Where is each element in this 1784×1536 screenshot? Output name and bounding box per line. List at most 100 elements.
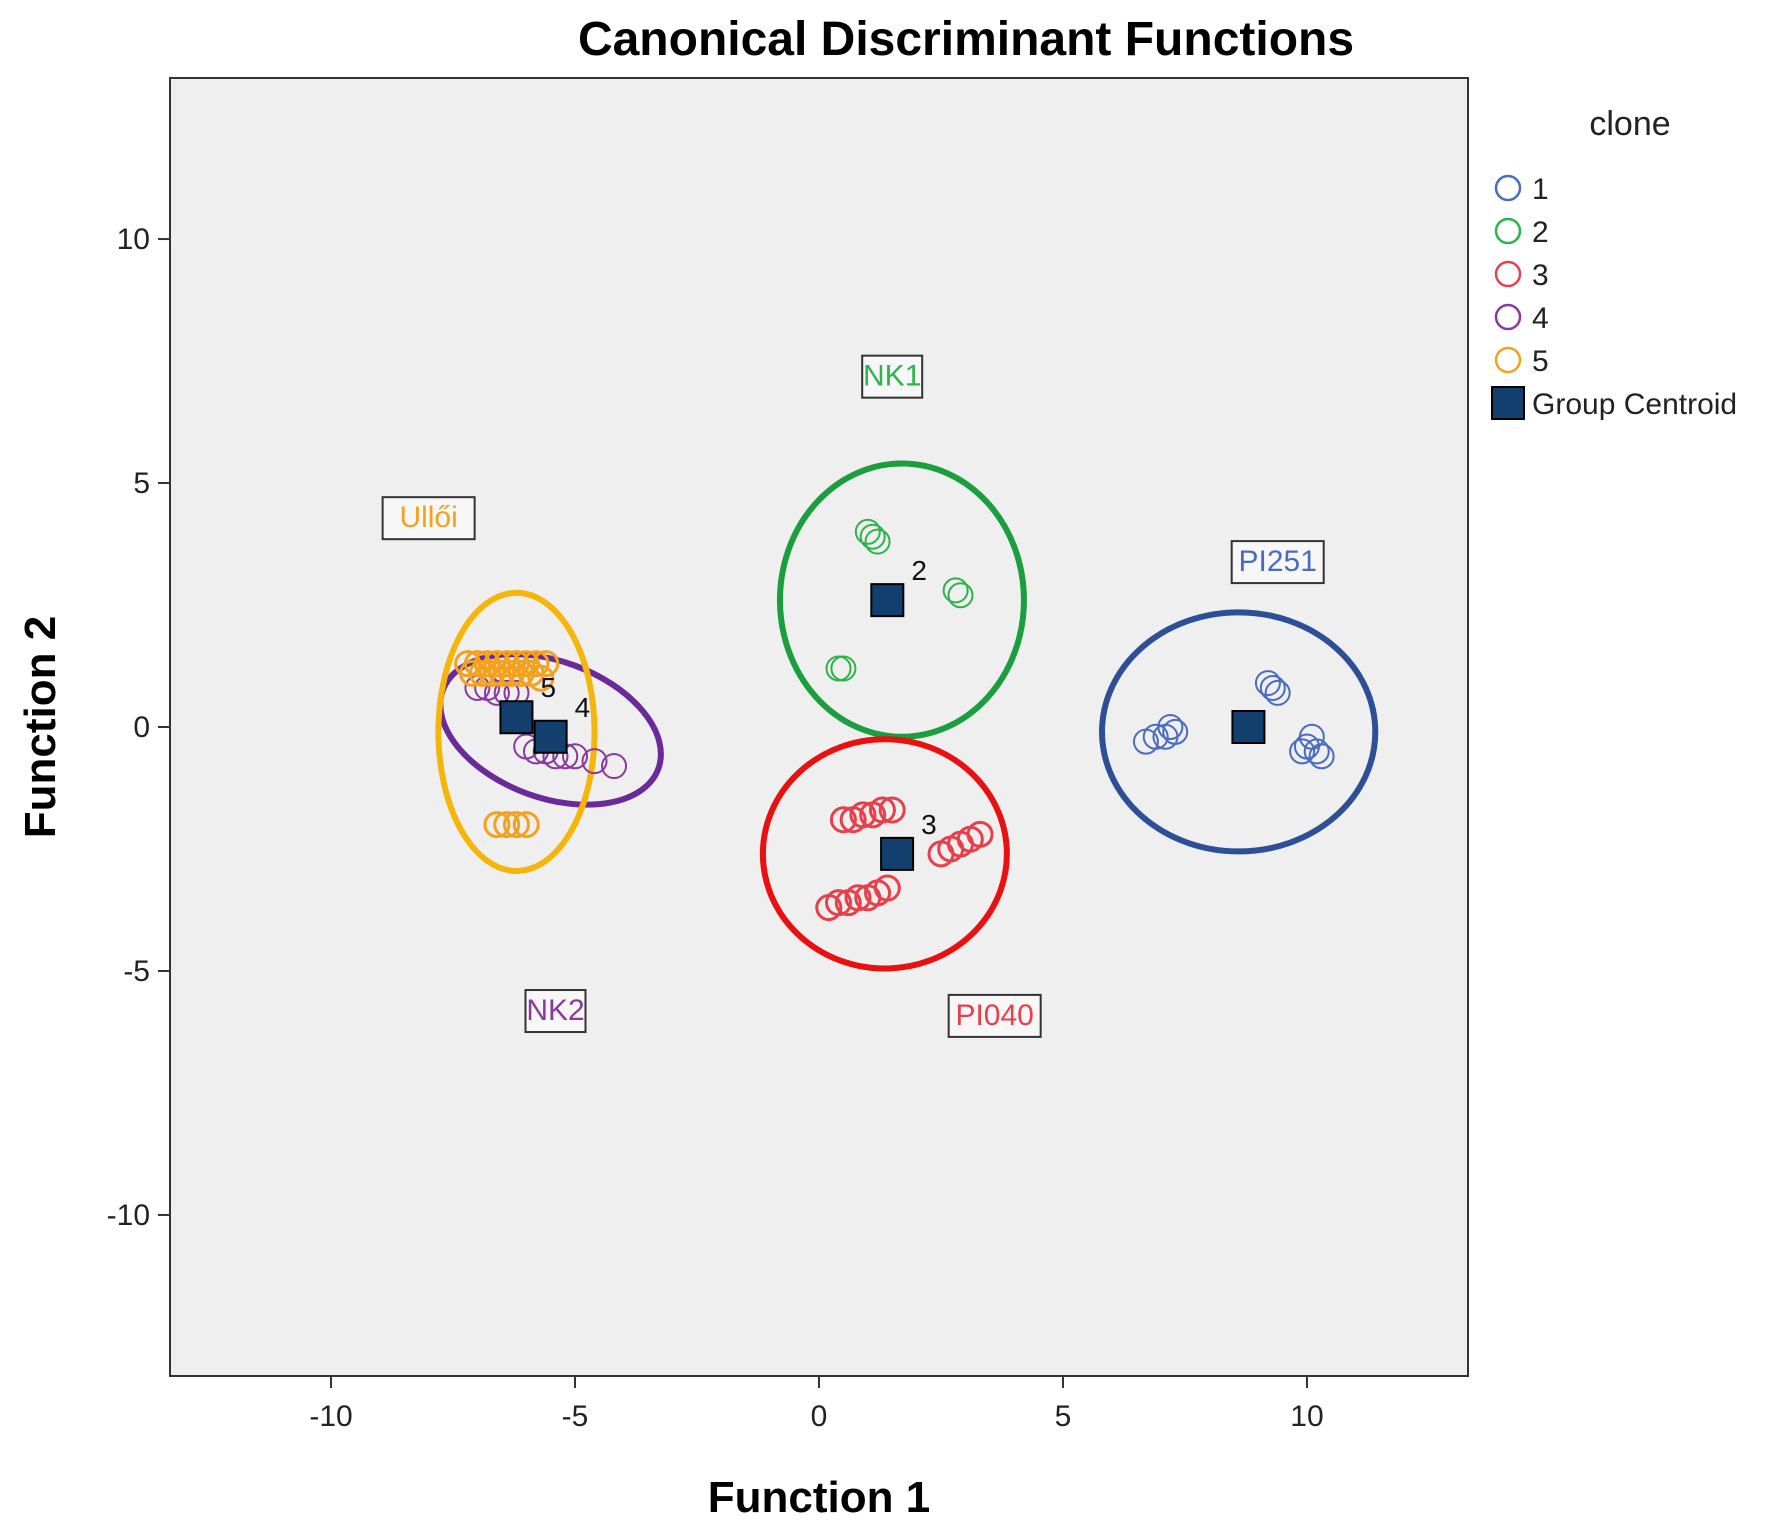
legend-marker — [1491, 386, 1525, 420]
annotation-label: Ullői — [399, 501, 457, 534]
legend-marker — [1494, 217, 1522, 245]
annotation-frame — [947, 993, 1042, 1038]
centroid-marker — [533, 719, 568, 754]
centroid-label: 4 — [575, 692, 591, 723]
annotation-box: PI251 — [1230, 540, 1325, 585]
y-tick-label: 0 — [133, 711, 150, 744]
data-point — [942, 577, 969, 604]
data-point — [601, 753, 628, 780]
data-point — [844, 884, 872, 912]
data-point — [562, 743, 589, 770]
data-point — [459, 659, 487, 687]
data-point — [507, 659, 535, 687]
annotation-label: PI251 — [1238, 545, 1316, 578]
data-point — [1289, 738, 1316, 765]
data-point — [483, 679, 510, 706]
centroid-marker — [499, 700, 534, 735]
data-point — [1308, 743, 1335, 770]
centroid-label: 2 — [911, 555, 927, 586]
annotation-frame — [524, 989, 587, 1034]
ellipse-clone-3 — [759, 736, 1010, 972]
legend-marker — [1494, 303, 1522, 331]
data-point — [859, 523, 886, 550]
data-point — [1264, 679, 1291, 706]
data-point — [864, 528, 891, 555]
data-point — [873, 874, 901, 902]
data-point — [1303, 738, 1330, 765]
data-point — [830, 655, 857, 682]
data-point — [878, 796, 906, 824]
data-point — [493, 811, 521, 839]
data-points — [454, 518, 1335, 922]
chart-title: Canonical Discriminant Functions — [578, 13, 1354, 66]
data-point — [527, 664, 555, 692]
annotation-frame — [861, 354, 924, 399]
data-point — [468, 659, 496, 687]
y-axis: 10 5 0 -5 -10 — [107, 223, 170, 1232]
data-point — [512, 811, 540, 839]
centroid-marker — [1231, 710, 1266, 744]
data-point — [498, 659, 526, 687]
legend-label: 2 — [1532, 216, 1549, 249]
series-clone-2 — [825, 518, 974, 682]
y-tick-label: -5 — [123, 955, 150, 988]
data-point — [966, 820, 994, 848]
centroid-label: 3 — [921, 809, 937, 840]
y-axis-title: Function 2 — [16, 616, 65, 838]
legend: clone 1 2 3 4 5 Group Centroid — [1491, 105, 1737, 421]
data-point — [1142, 723, 1169, 750]
legend-title: clone — [1589, 105, 1670, 143]
x-tick-label: 0 — [811, 1400, 828, 1433]
data-point — [502, 811, 530, 839]
annotation-frame — [381, 496, 476, 541]
data-point — [1157, 714, 1184, 740]
legend-label: 4 — [1532, 302, 1549, 335]
ellipse-clone-5 — [435, 589, 598, 874]
cultivar-annotations: NK1 Ullői PI251 NK2 PI040 — [381, 354, 1325, 1038]
annotation-box: Ullői — [381, 496, 476, 541]
y-tick-label: 5 — [133, 467, 150, 500]
cluster-ellipses — [435, 460, 1379, 972]
ellipse-clone-2 — [776, 460, 1027, 740]
data-point — [478, 659, 506, 687]
ellipse-clone-1 — [1099, 609, 1379, 855]
x-axis-title: Function 1 — [708, 1473, 930, 1522]
annotation-label: PI040 — [955, 999, 1033, 1032]
x-tick-label: 5 — [1055, 1400, 1072, 1433]
legend-label: 3 — [1532, 259, 1549, 292]
data-point — [849, 801, 877, 829]
data-point — [532, 650, 560, 678]
data-point — [854, 518, 881, 545]
centroid-marker — [870, 583, 905, 618]
x-tick-label: -10 — [309, 1400, 352, 1433]
centroid-marker — [880, 836, 915, 871]
data-point — [825, 889, 853, 917]
data-point — [581, 748, 608, 775]
x-tick-label: -5 — [562, 1400, 589, 1433]
annotation-label: NK2 — [526, 994, 584, 1027]
annotation-box: NK1 — [861, 354, 924, 399]
centroid-label: 5 — [540, 672, 556, 703]
annotation-frame — [1230, 540, 1325, 585]
plot-area — [169, 77, 1469, 1377]
y-tick-label: 10 — [117, 223, 150, 256]
data-point — [1162, 718, 1189, 745]
legend-label: 1 — [1532, 173, 1549, 206]
legend-marker — [1494, 346, 1522, 374]
annotation-box: NK2 — [524, 989, 587, 1034]
legend-marker — [1494, 174, 1522, 202]
legend-label: 5 — [1532, 345, 1549, 378]
annotation-label: NK1 — [863, 360, 921, 393]
series-clone-5 — [454, 650, 560, 839]
x-axis: -10 -5 0 5 10 — [309, 1376, 1324, 1433]
group-centroids: 2 3 45 — [499, 555, 1266, 871]
data-point — [829, 806, 857, 834]
data-point — [947, 582, 974, 609]
data-point — [483, 811, 511, 839]
data-point — [868, 796, 896, 824]
x-tick-label: 10 — [1290, 1400, 1323, 1433]
data-point — [1254, 670, 1281, 697]
legend-marker — [1494, 260, 1522, 288]
series-clone-1 — [1132, 670, 1335, 770]
